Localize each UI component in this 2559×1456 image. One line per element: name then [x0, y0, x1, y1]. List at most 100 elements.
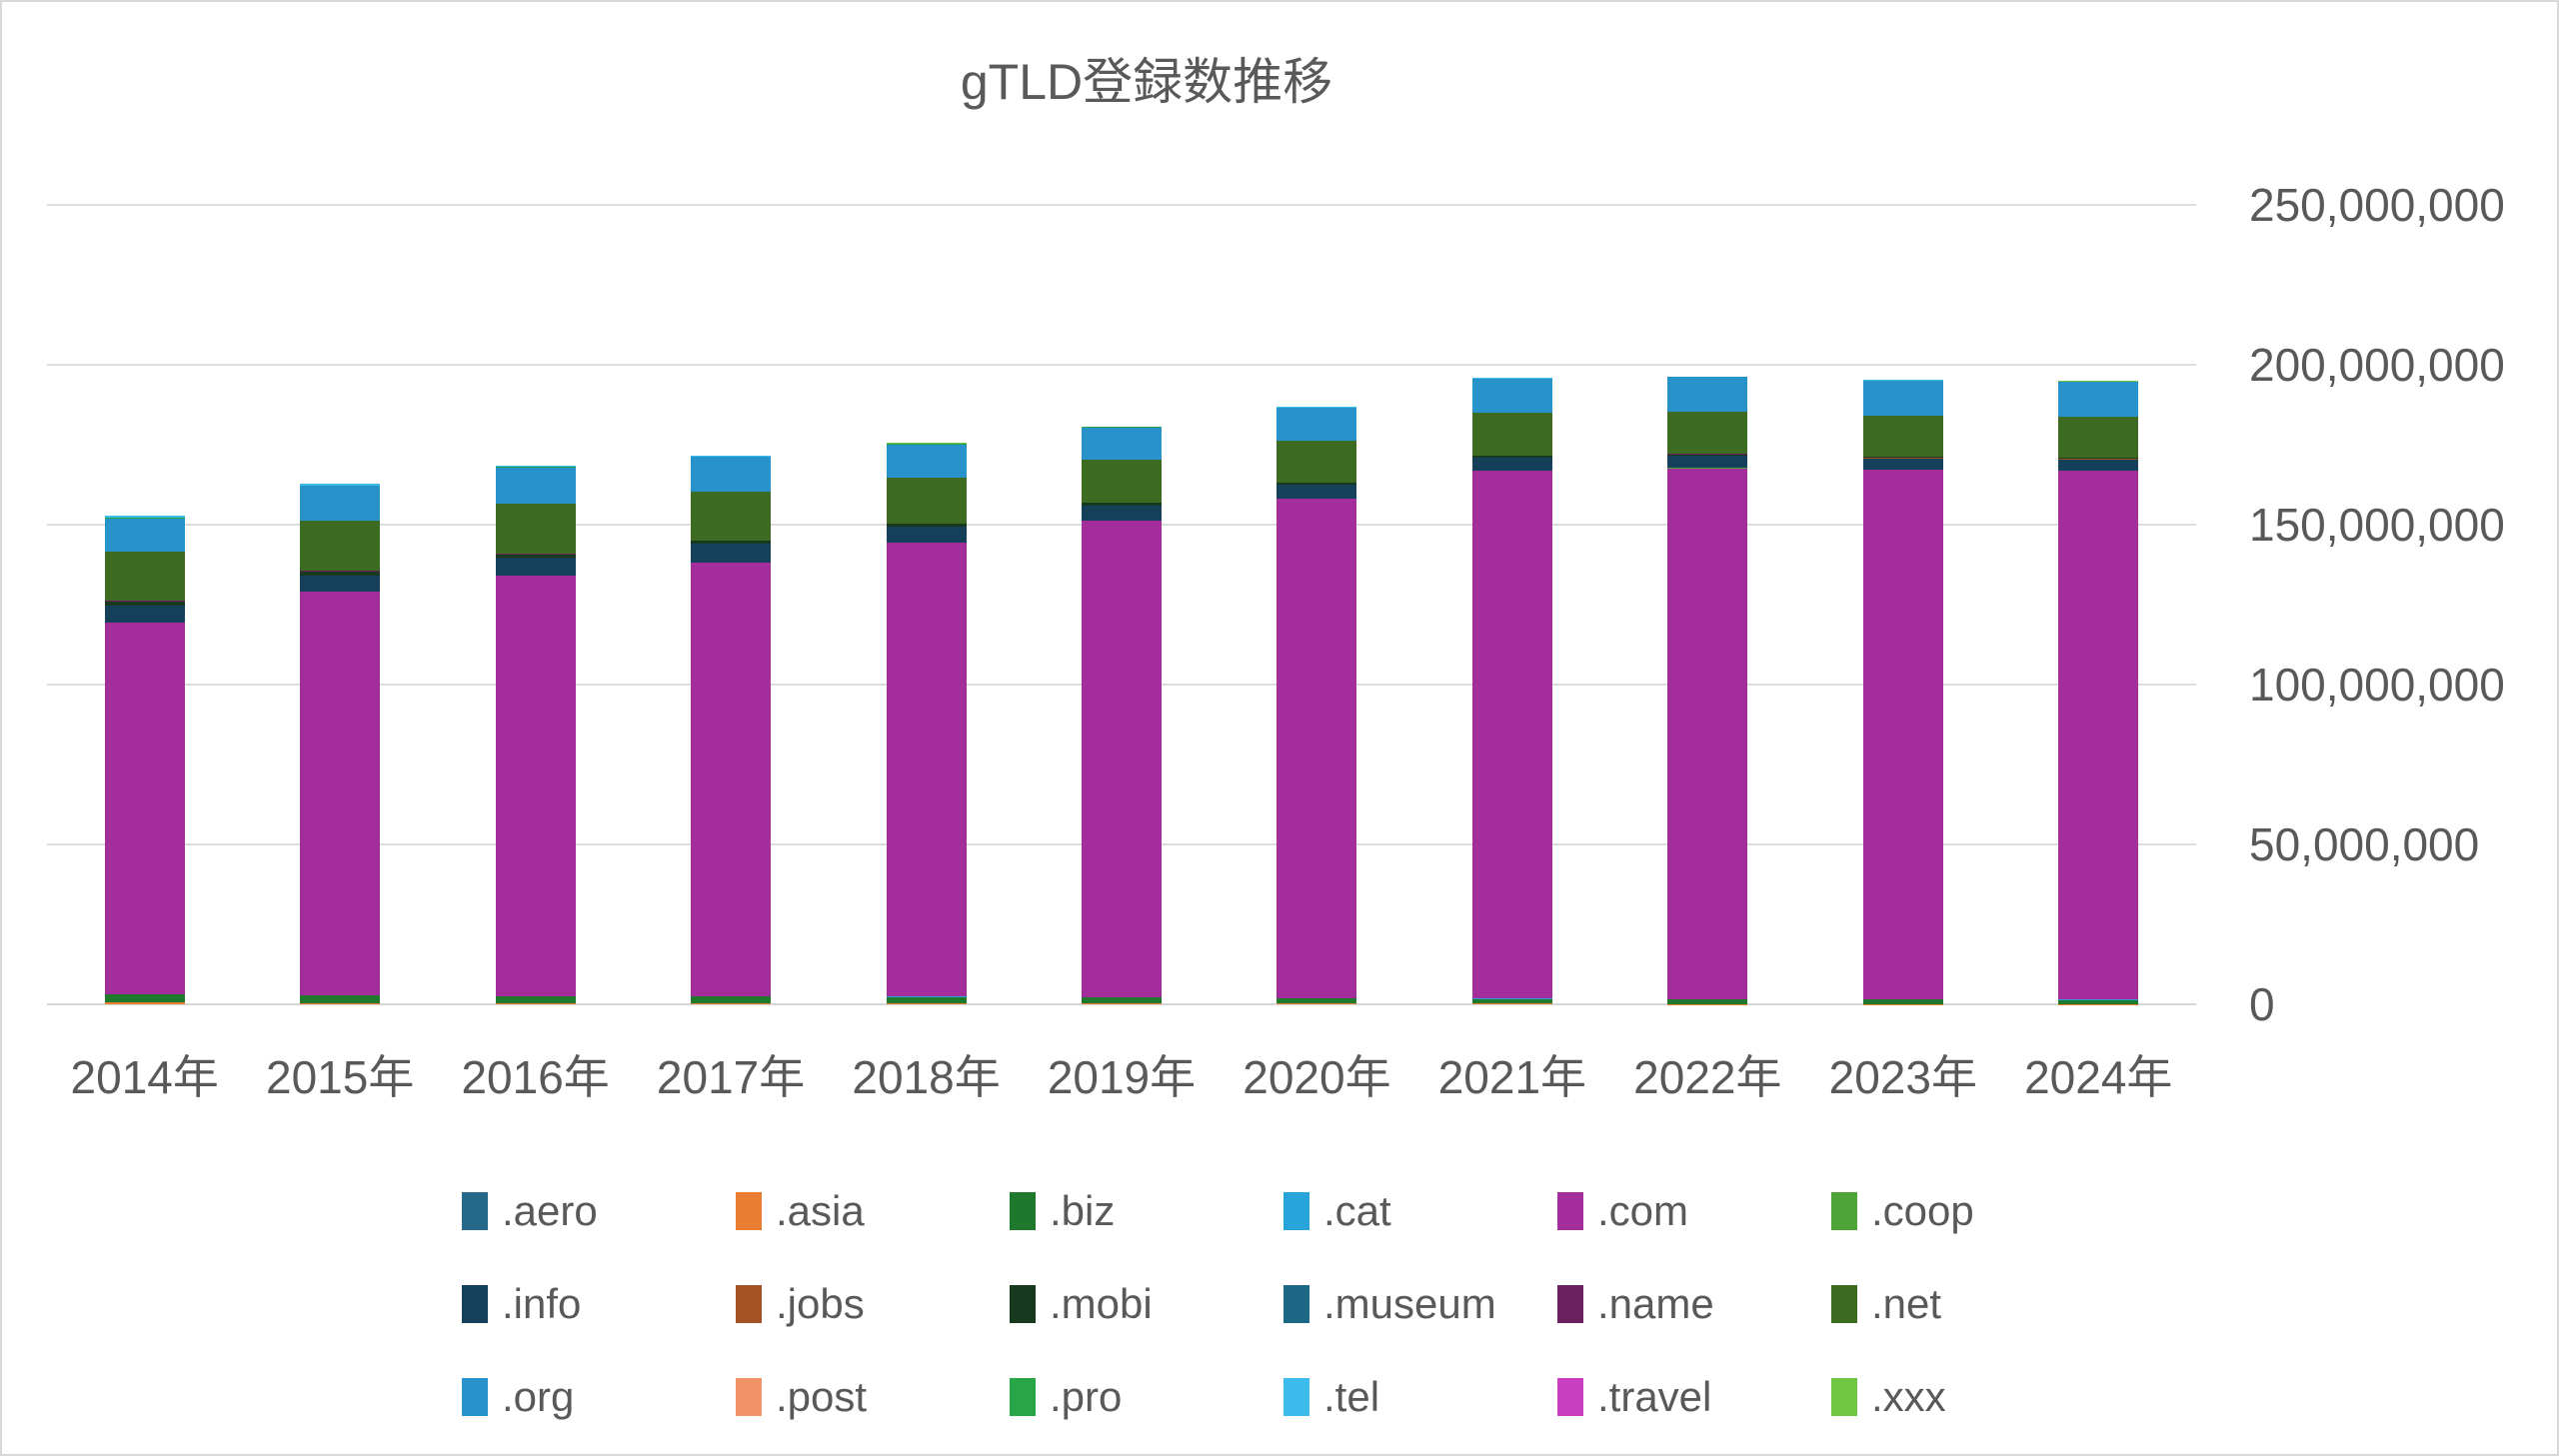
legend-label: .coop [1871, 1186, 1974, 1234]
plot-area [47, 204, 2196, 1005]
bar-segment-biz [495, 995, 576, 1004]
bar-segment-name [300, 571, 381, 573]
legend-swatch-icon [1283, 1191, 1309, 1230]
y-axis-labels: 0 50,000,000 100,000,000 150,000,000 200,000… [2249, 2, 2549, 1101]
bar-segment-asia [1277, 1003, 1357, 1004]
legend-swatch-icon [1557, 1191, 1583, 1230]
bar-segment-net [300, 520, 381, 572]
y-axis-tick-label: 100,000,000 [2249, 659, 2505, 711]
bar-segment-biz [1471, 998, 1552, 1004]
bar-segment-mobi [300, 572, 381, 576]
legend-label: .museum [1323, 1279, 1496, 1327]
bar-segment-mobi [886, 524, 967, 527]
bar-segment-tel [104, 516, 185, 519]
bar-segment-tel [691, 456, 772, 457]
bar-segment-com [886, 542, 967, 997]
y-axis-tick-label: 200,000,000 [2249, 339, 2505, 391]
bar-segment-info [1862, 458, 1943, 471]
legend-swatch-icon [736, 1191, 762, 1230]
legend-label: .name [1597, 1279, 1714, 1327]
x-axis-label: 2023年 [1828, 1051, 1977, 1103]
x-axis-label: 2017年 [656, 1051, 806, 1103]
bar-segment-org [1862, 380, 1943, 416]
bar-segment-asia [1471, 1003, 1552, 1004]
legend-swatch-icon [736, 1284, 762, 1323]
bar-segment-info [495, 558, 576, 576]
legend-item-jobs: .jobs [736, 1280, 1010, 1328]
bar-segment-org [300, 486, 381, 521]
bar-stack [1471, 378, 1552, 1004]
legend-item-pro: .pro [1010, 1373, 1283, 1421]
bars-row [47, 205, 2196, 1004]
bar-segment-mobi [1862, 457, 1943, 459]
bar-segment-net [1471, 412, 1552, 456]
legend-item-aero: .aero [462, 1187, 736, 1235]
y-axis-tick-label: 250,000,000 [2249, 179, 2505, 231]
legend-swatch-icon [1010, 1191, 1036, 1230]
bar-segment-org [104, 518, 185, 553]
legend-item-coop: .coop [1831, 1187, 2105, 1235]
bar-segment-net [886, 477, 967, 524]
x-axis-label: 2019年 [1047, 1051, 1197, 1103]
legend-swatch-icon [1831, 1284, 1857, 1323]
bar-segment-tel [495, 466, 576, 468]
bar-segment-asia [886, 1003, 967, 1004]
legend-item-biz: .biz [1010, 1187, 1283, 1235]
bar-slot-2019年 [1024, 205, 1219, 1004]
legend-item-net: .net [1831, 1280, 2105, 1328]
bar-segment-net [495, 503, 576, 555]
bar-segment-org [1277, 407, 1357, 441]
bar-segment-biz [300, 994, 381, 1003]
legend-label: .cat [1323, 1186, 1391, 1234]
bar-slot-2015年 [242, 205, 437, 1004]
bar-segment-net [104, 552, 185, 602]
bar-segment-biz [104, 993, 185, 1003]
legend-item-info: .info [462, 1280, 736, 1328]
legend-label: .jobs [776, 1279, 865, 1327]
legend-item-cat: .cat [1283, 1187, 1557, 1235]
legend-item-name: .name [1557, 1280, 1831, 1328]
legend-label: .tel [1323, 1372, 1380, 1420]
bar-segment-com [1277, 499, 1357, 998]
x-axis-labels: 2014年 2015年 2016年 2017年 2018年 2019年 2020年 2021年… [47, 1041, 2196, 1111]
bar-segment-info [1081, 505, 1162, 521]
bar-segment-com [104, 623, 185, 994]
bar-segment-mobi [104, 601, 185, 606]
bar-stack [104, 516, 185, 1004]
chart-title: gTLD登録数推移 [960, 54, 1333, 110]
bar-segment-info [1277, 485, 1357, 500]
legend: .aero .asia .biz .cat .com .coop .info .jobs .mo… [462, 1164, 2121, 1443]
bar-segment-biz [1862, 999, 1943, 1004]
bar-slot-2017年 [633, 205, 828, 1004]
x-axis-label: 2014年 [70, 1051, 219, 1103]
bar-segment-info [2058, 459, 2139, 471]
x-axis-label: 2016年 [461, 1051, 610, 1103]
bar-segment-org [886, 444, 967, 478]
bar-segment-asia [691, 1003, 772, 1004]
x-axis-label: 2021年 [1437, 1051, 1587, 1103]
bar-segment-org [1081, 427, 1162, 461]
bar-segment-biz [886, 996, 967, 1004]
bar-segment-com [1471, 471, 1552, 999]
legend-item-travel: .travel [1557, 1373, 1831, 1421]
bar-segment-org [2058, 381, 2139, 418]
legend-label: .com [1597, 1186, 1689, 1234]
bar-segment-com [300, 592, 381, 995]
bar-segment-info [104, 605, 185, 624]
bar-segment-com [1081, 520, 1162, 997]
bar-segment-com [2058, 470, 2139, 1000]
bar-stack [495, 465, 576, 1004]
x-axis-label: 2022年 [1633, 1051, 1782, 1103]
bar-segment-asia [495, 1003, 576, 1004]
legend-label: .mobi [1050, 1279, 1153, 1327]
bar-stack [1277, 407, 1357, 1004]
legend-swatch-icon [1557, 1284, 1583, 1323]
bar-segment-mobi [1277, 483, 1357, 486]
x-axis-line [47, 1003, 2196, 1005]
x-axis-label: 2018年 [852, 1051, 1001, 1103]
bar-segment-asia [1081, 1003, 1162, 1004]
x-axis-label: 2015年 [266, 1051, 415, 1103]
legend-swatch-icon [1557, 1377, 1583, 1416]
bar-segment-info [1471, 457, 1552, 472]
legend-swatch-icon [1831, 1191, 1857, 1230]
